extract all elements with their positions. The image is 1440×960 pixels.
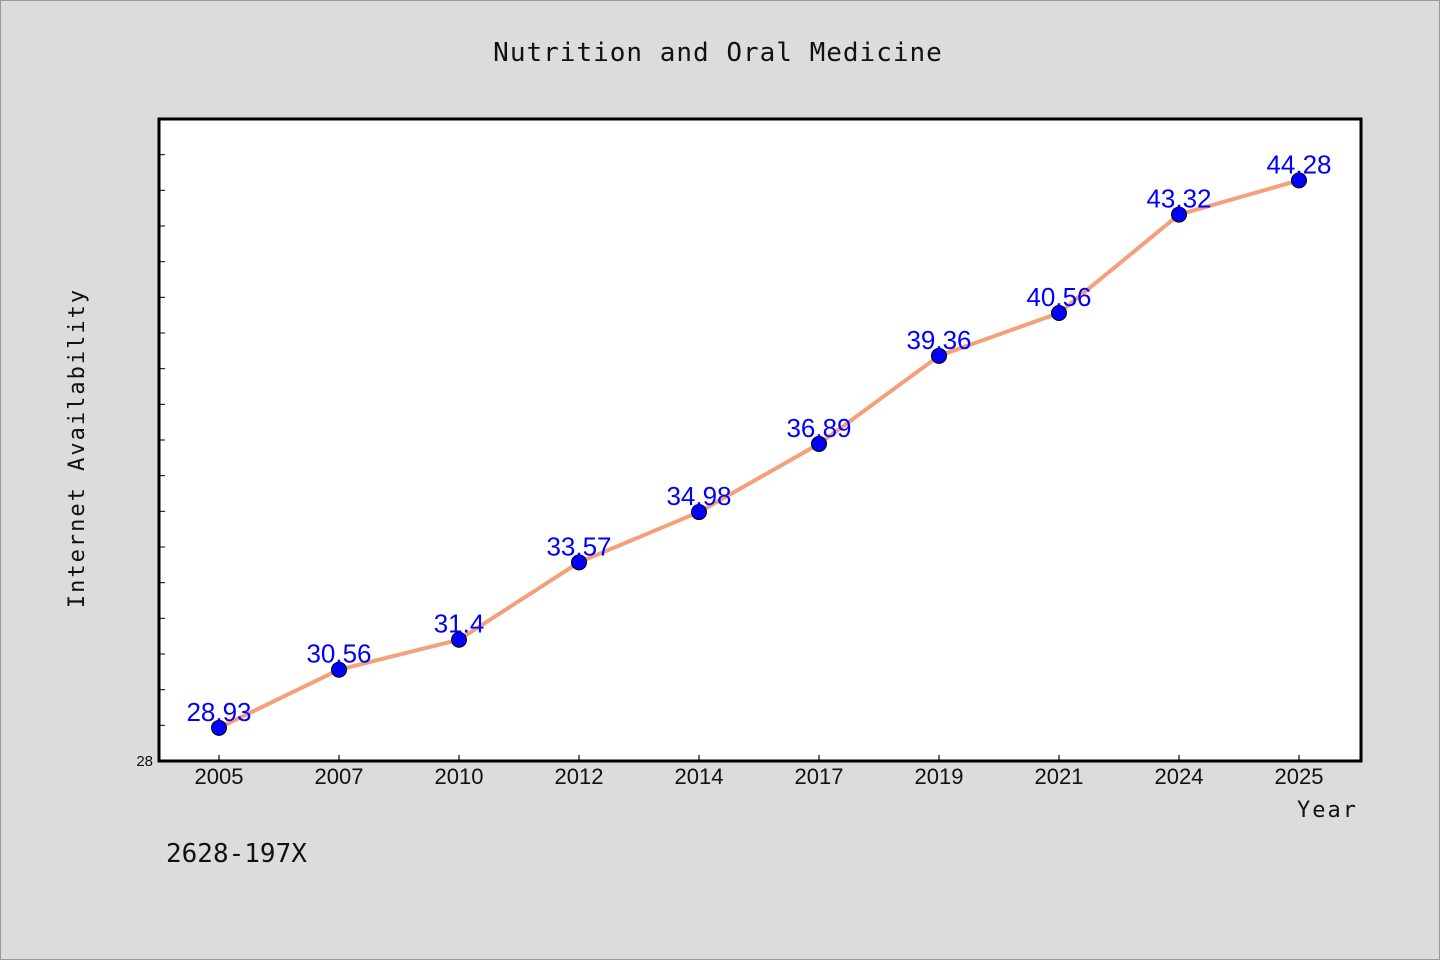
y-axis-label: Internet Availability [65, 288, 90, 608]
data-point [811, 435, 827, 452]
x-tick-label: 2024 [1155, 764, 1204, 789]
data-label: 43.32 [1146, 184, 1211, 214]
data-point [331, 661, 347, 678]
data-label: 39.36 [906, 325, 971, 355]
data-label: 33.57 [546, 531, 611, 561]
data-point [1051, 305, 1067, 322]
plot-area [157, 117, 1363, 763]
x-tick-label: 2007 [315, 764, 364, 789]
x-tick-label: 2017 [795, 764, 844, 789]
data-point [211, 719, 227, 736]
data-point [1291, 172, 1307, 189]
series-layer [211, 172, 1307, 736]
x-tick-label: 2025 [1275, 764, 1324, 789]
x-tick-label: 2012 [555, 764, 604, 789]
data-label: 28.93 [186, 697, 251, 727]
x-axis-ticks: 2005 2007 2010 2012 2014 2017 2019 2021 2024 2025 [195, 755, 1324, 789]
x-tick-label: 2019 [915, 764, 964, 789]
x-tick-label: 2014 [675, 764, 724, 789]
x-tick-label: 2005 [195, 764, 244, 789]
data-point [931, 347, 947, 364]
y-tick-label: 28 [136, 753, 153, 770]
data-point [571, 554, 587, 571]
data-label: 44.28 [1266, 149, 1331, 179]
data-label: 31.4 [434, 609, 485, 639]
data-labels-layer: 28.93 30.56 31.4 33.57 34.98 36.89 39.36 40.56 4… [186, 149, 1331, 726]
data-label: 34.98 [666, 481, 731, 511]
data-point [1171, 206, 1187, 223]
x-tick-label: 2010 [435, 764, 484, 789]
footnote-code: 2628-197X [166, 839, 307, 869]
y-axis-ticks: 28 [136, 154, 165, 770]
data-label: 30.56 [306, 639, 371, 669]
data-point [451, 631, 467, 648]
x-axis-label: Year [1297, 798, 1358, 823]
data-point [691, 504, 707, 521]
chart-title: Nutrition and Oral Medicine [493, 38, 943, 68]
x-tick-label: 2021 [1035, 764, 1084, 789]
data-label: 40.56 [1026, 282, 1091, 312]
data-label: 36.89 [786, 413, 851, 443]
series-line [217, 178, 1301, 730]
